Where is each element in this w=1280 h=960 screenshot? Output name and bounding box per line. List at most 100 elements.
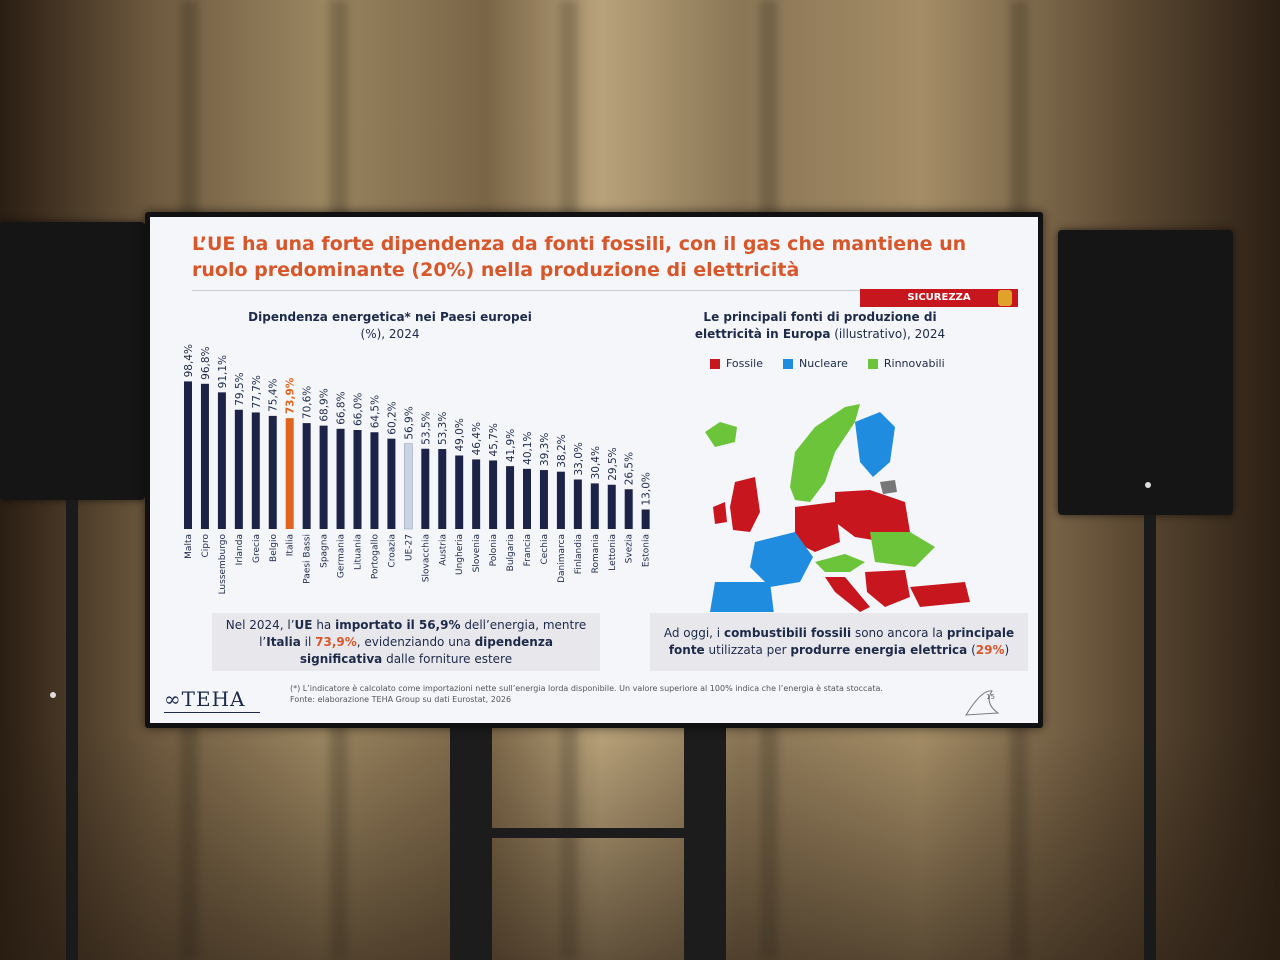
map-balkans [865,570,910,607]
bar-italia [285,418,294,529]
bar-danimarca [556,471,565,529]
map-iceland [705,422,737,447]
logo-mark: ∞ [164,687,182,711]
note-text-part: ha [312,617,336,632]
value-label: 75,4% [268,379,280,412]
presentation-slide: L’UE ha una forte dipendenza da fonti fo… [150,217,1038,723]
category-label: Lussemburgo [218,534,228,595]
map-france [750,532,813,587]
teha-logo: ∞TEHA [164,687,246,711]
bar-lussemburgo [217,392,226,529]
value-label: 91,1% [217,355,229,388]
bar-cipro [200,383,209,529]
bar-croazia [387,438,396,529]
value-label: 13,0% [641,472,653,505]
map-scandinavia [790,404,860,502]
right-speaker-stand [1144,515,1156,960]
note-bold: combustibili fossili [723,626,852,640]
category-label: Malta [184,534,194,559]
value-label: 45,7% [488,423,500,456]
category-label: Francia [523,534,533,566]
note-bold: importato il 56,9% [335,617,461,632]
category-label: Bulgaria [506,534,516,571]
map-legend: Fossile Nucleare Rinnovabili [710,357,945,370]
category-label: Slovacchia [421,534,431,582]
value-label: 53,3% [437,412,449,445]
value-label: 64,5% [369,395,381,428]
value-label: 56,9% [403,406,415,439]
category-label: Romania [591,534,601,573]
bar-lettonia [607,484,616,529]
bar-slovacchia [421,448,430,529]
fossil-fuels-note: Ad oggi, i combustibili fossili sono anc… [650,613,1028,671]
map-britain [730,477,760,532]
bar-svezia [624,489,633,529]
category-label: Cechia [540,534,550,565]
bar-polonia [489,460,498,529]
value-label: 39,3% [539,433,551,466]
footnote-line-1: (*) L’indicatore è calcolato come import… [290,684,883,693]
italy-import-note: Nel 2024, l’UE ha importato il 56,9% del… [212,613,600,671]
value-label: 40,1% [522,431,534,464]
tv-stand-pole [684,728,726,960]
value-label: 77,7% [251,375,263,408]
note-text-part: Nel 2024, l’ [225,617,295,632]
bar-belgio [268,415,277,529]
speaker-led [50,692,56,698]
value-label: 41,9% [505,429,517,462]
legend-label: Fossile [726,357,764,370]
category-label: Portogallo [370,534,380,580]
category-label: Germania [337,534,347,578]
map-title-main: Le principali fonti di produzione di ele… [694,310,937,341]
bar-paesi-bassi [302,423,311,529]
legend-label: Nucleare [799,357,848,370]
value-label: 70,6% [302,386,314,419]
category-label: Belgio [269,534,279,562]
map-ukraine-romania [870,532,935,567]
slide-title: L’UE ha una forte dipendenza da fonti fo… [192,233,967,281]
value-label: 73,9% [285,377,297,414]
note-text-part: il [300,634,316,649]
footnote: (*) L’indicatore è calcolato come import… [290,683,990,705]
bar-cechia [539,470,548,529]
map-poland-baltics [835,490,910,542]
sicurezza-tag: SICUREZZA [860,289,1018,307]
note-text: Ad oggi, i combustibili fossili sono anc… [658,625,1020,659]
value-label: 98,4% [183,344,195,377]
logo-underline [164,712,260,713]
note-text-part: utilizzata per [704,643,791,657]
bar-francia [523,468,531,529]
value-label: 46,4% [471,422,483,455]
category-label: Lituania [354,534,364,570]
bar-grecia [251,412,260,529]
sail-icon [965,690,1000,716]
bar-slovenia [472,459,481,529]
category-label: Cipro [201,534,211,558]
bar-ue-27 [404,443,413,530]
legend-item-fossile: Fossile [710,357,763,370]
left-chart-title-sub: (%), 2024 [360,327,420,341]
value-label: 38,2% [556,434,568,467]
value-label: 60,2% [386,401,398,434]
category-label: Italia [286,534,296,556]
map-turkey [910,582,970,607]
tv-stand-pole [450,728,492,960]
value-label: 29,5% [607,447,619,480]
note-text-part: ) [1004,643,1010,657]
note-text-part: ( [967,643,976,657]
category-label: UE-27 [404,534,414,561]
note-text-part: dalle forniture estere [382,651,513,666]
bar-bulgaria [506,466,515,529]
legend-item-nucleare: Nucleare [783,357,848,370]
rinnovabili-swatch [867,358,878,369]
value-label: 49,0% [454,418,466,451]
bar-austria [438,449,447,529]
value-label: 96,8% [200,346,212,379]
bar-romania [590,483,599,529]
category-label: Lettonia [608,534,618,571]
bar-ungheria [455,455,464,529]
note-bold: principale fonte [668,626,1015,657]
dependency-bar-chart: 98,4% Malta 96,8% Cipro 91,1% Lussemburgo 79,5… [183,344,653,595]
nucleare-swatch [783,358,794,369]
value-label: 30,4% [590,446,602,479]
